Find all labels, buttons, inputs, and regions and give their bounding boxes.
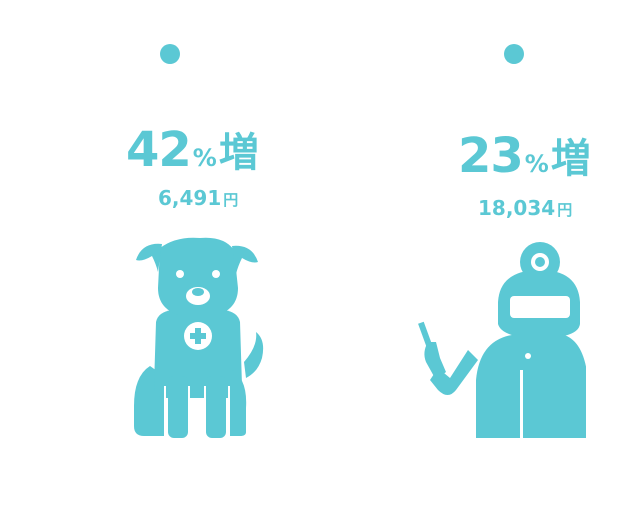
- stat-card-dog: 42%増 6,491 円: [126, 44, 264, 438]
- amount-unit: 円: [557, 201, 573, 219]
- increase-label: 増: [550, 136, 591, 182]
- percent-sign: %: [524, 150, 549, 178]
- amount-value: 18,034: [478, 196, 556, 220]
- amount-value: 6,491: [158, 186, 222, 210]
- increase-number: 42: [126, 122, 192, 178]
- bullet-dot: [504, 44, 524, 64]
- increase-stat: 42%増: [126, 126, 259, 174]
- dog-icon: [134, 237, 264, 438]
- dentist-icon: [418, 242, 586, 438]
- amount-unit: 円: [223, 191, 239, 209]
- percent-sign: %: [192, 144, 217, 172]
- amount: 6,491 円: [158, 188, 238, 208]
- stat-card-dentist: 23%増 18,034 円: [340, 0, 640, 510]
- increase-label: 増: [218, 130, 259, 176]
- amount: 18,034 円: [478, 198, 572, 218]
- increase-stat: 23%増: [458, 132, 591, 180]
- bullet-dot: [160, 44, 180, 64]
- increase-number: 23: [458, 128, 524, 184]
